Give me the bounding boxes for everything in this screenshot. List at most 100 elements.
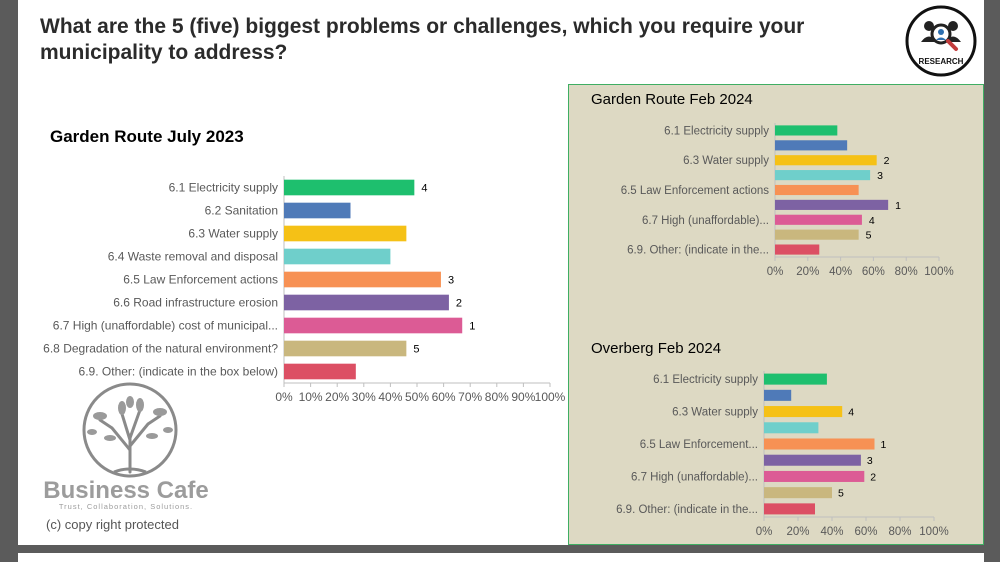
chart-garden-route-july-2023: 6.1 Electricity supply 4 6.2 Sanitation 6.3… (43, 176, 566, 404)
category-label-7: 6.7 High (unaffordable) cost of municipa… (53, 319, 278, 333)
x-tick-label-8: 70% (458, 390, 482, 404)
rank-label-7: 4 (869, 215, 875, 227)
bar-8 (284, 340, 407, 357)
slide-title: What are the 5 (five) biggest problems o… (40, 15, 805, 64)
business-cafe-logo: Business Cafe Trust, Collaboration, Solu… (43, 382, 209, 511)
bar-2 (764, 389, 792, 401)
category-label-5: 6.5 Law Enforcement... (640, 439, 758, 451)
research-logo: RESEARCH (905, 5, 977, 77)
rank-label-6: 3 (867, 455, 873, 467)
bar-4 (775, 170, 871, 181)
bar-2 (284, 202, 351, 219)
category-label-9: 6.9. Other: (indicate in the... (627, 245, 769, 257)
bar-4 (284, 248, 391, 265)
x-tick-label-4: 60% (862, 266, 885, 278)
category-label-7: 6.7 High (unaffordable)... (631, 471, 758, 483)
bar-7 (764, 470, 865, 482)
category-label-8: 6.8 Degradation of the natural environme… (43, 342, 278, 356)
category-label-5: 6.5 Law Enforcement actions (621, 185, 770, 197)
x-tick-label-3: 20% (325, 390, 349, 404)
bar-5 (284, 271, 441, 288)
bar-9 (764, 503, 815, 515)
bar-6 (775, 199, 889, 210)
bar-5 (775, 184, 859, 196)
bar-6 (284, 294, 449, 311)
x-tick-label-11: 100% (535, 390, 566, 404)
chart1-title: Garden Route July 2023 (50, 127, 244, 146)
bar-3 (764, 406, 843, 418)
rank-label-8: 5 (413, 344, 419, 356)
business-cafe-tagline: Trust, Collaboration, Solutions. (59, 502, 193, 511)
category-label-4: 6.4 Waste removal and disposal (108, 250, 278, 264)
category-label-1: 6.1 Electricity supply (653, 374, 758, 386)
x-tick-label-6: 50% (405, 390, 429, 404)
category-label-7: 6.7 High (unaffordable)... (642, 215, 769, 227)
rank-label-5: 1 (881, 439, 887, 451)
x-tick-label-2: 20% (796, 266, 819, 278)
chart2-title: Garden Route Feb 2024 (591, 91, 753, 108)
x-tick-label-6: 100% (924, 266, 953, 278)
rank-label-8: 5 (838, 488, 844, 500)
chart-garden-route-feb-2024: 6.1 Electricity supply 6.3 Water supply 23… (621, 123, 954, 278)
bar-7 (775, 214, 862, 225)
category-label-3: 6.3 Water supply (188, 227, 278, 241)
business-cafe-name: Business Cafe (43, 477, 208, 504)
category-label-1: 6.1 Electricity supply (169, 181, 278, 195)
category-label-1: 6.1 Electricity supply (664, 125, 769, 137)
x-tick-label-1: 0% (756, 526, 773, 538)
category-label-9: 6.9. Other: (indicate in the... (616, 504, 758, 516)
category-label-9: 6.9. Other: (indicate in the box below) (79, 365, 278, 379)
bar-1 (764, 373, 827, 385)
bar-9 (284, 363, 356, 380)
chart-overberg-feb-2024: 6.1 Electricity supply 6.3 Water supply 4 6… (616, 371, 949, 538)
x-tick-label-3: 40% (829, 266, 852, 278)
rank-label-3: 2 (884, 155, 890, 167)
x-tick-label-2: 20% (786, 526, 809, 538)
rank-label-5: 3 (448, 275, 454, 287)
bar-5 (764, 438, 875, 450)
rank-label-1: 4 (421, 183, 427, 195)
bar-3 (775, 155, 877, 166)
bar-8 (764, 487, 832, 499)
rank-label-4: 3 (877, 170, 883, 182)
bar-2 (775, 140, 848, 151)
rank-label-3: 4 (848, 407, 854, 419)
bar-7 (284, 317, 463, 334)
category-label-6: 6.6 Road infrastructure erosion (113, 296, 278, 310)
x-tick-label-10: 90% (511, 390, 535, 404)
bar-3 (284, 225, 407, 242)
bar-6 (764, 454, 861, 466)
x-tick-label-5: 80% (895, 266, 918, 278)
x-tick-label-1: 0% (767, 266, 784, 278)
x-tick-label-5: 40% (378, 390, 402, 404)
x-tick-label-4: 60% (854, 526, 877, 538)
x-tick-label-7: 60% (432, 390, 456, 404)
next-slide-strip (18, 553, 984, 562)
rank-label-7: 1 (469, 321, 475, 333)
bar-4 (764, 422, 819, 434)
bar-9 (775, 244, 820, 255)
comparison-panel: Garden Route Feb 2024 6.1 Electricity su… (568, 84, 984, 545)
bar-1 (775, 125, 838, 136)
x-tick-label-5: 80% (888, 526, 911, 538)
bar-8 (775, 229, 859, 240)
x-tick-label-9: 80% (485, 390, 509, 404)
x-tick-label-6: 100% (919, 526, 948, 538)
rank-label-8: 5 (866, 230, 872, 242)
slide: What are the 5 (five) biggest problems o… (18, 0, 984, 545)
x-tick-label-2: 10% (299, 390, 323, 404)
bar-1 (284, 179, 415, 196)
x-tick-label-4: 30% (352, 390, 376, 404)
category-label-5: 6.5 Law Enforcement actions (123, 273, 278, 287)
category-label-3: 6.3 Water supply (683, 155, 769, 167)
research-label: RESEARCH (919, 57, 964, 66)
x-tick-label-3: 40% (820, 526, 843, 538)
category-label-2: 6.2 Sanitation (205, 204, 278, 218)
rank-label-7: 2 (870, 471, 876, 483)
chart3-title: Overberg Feb 2024 (591, 340, 722, 357)
rank-label-6: 1 (895, 200, 901, 212)
rank-label-6: 2 (456, 298, 462, 310)
copyright-text: (c) copy right protected (46, 517, 179, 532)
category-label-3: 6.3 Water supply (672, 407, 758, 419)
x-tick-label-1: 0% (275, 390, 293, 404)
